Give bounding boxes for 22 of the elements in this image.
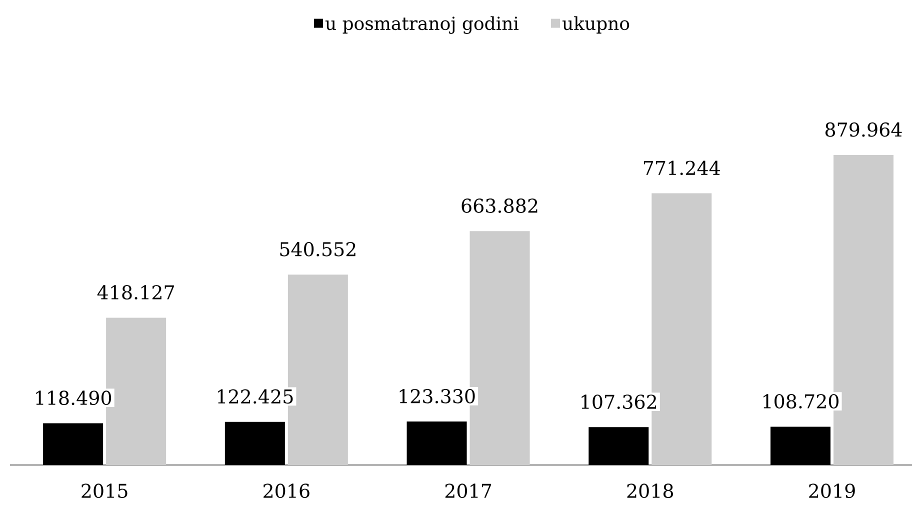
- x-tick-label: 2019: [809, 484, 855, 498]
- data-label: 663.882: [462, 198, 538, 213]
- data-label: 879.964: [825, 122, 902, 137]
- data-label: 108.720: [764, 394, 838, 408]
- data-label: 122.425: [218, 389, 293, 404]
- data-label: 540.552: [280, 242, 356, 256]
- x-tick-label: 2018: [627, 484, 674, 498]
- x-tick-label: 2016: [264, 484, 310, 498]
- bar: [588, 427, 649, 465]
- bar: [43, 423, 104, 465]
- legend-label: u posmatranoj godini: [325, 16, 519, 34]
- bar: [406, 422, 467, 465]
- data-label: 118.490: [36, 390, 112, 406]
- data-label: 107.362: [582, 394, 656, 409]
- bar: [224, 422, 285, 465]
- x-tick-label: 2017: [445, 484, 492, 498]
- legend-label: ukupno: [562, 16, 630, 34]
- x-tick-label: 2015: [82, 484, 128, 498]
- data-label: 771.244: [644, 160, 720, 176]
- bar: [770, 426, 830, 465]
- data-label: 123.330: [400, 388, 475, 404]
- data-label: 418.127: [97, 285, 174, 300]
